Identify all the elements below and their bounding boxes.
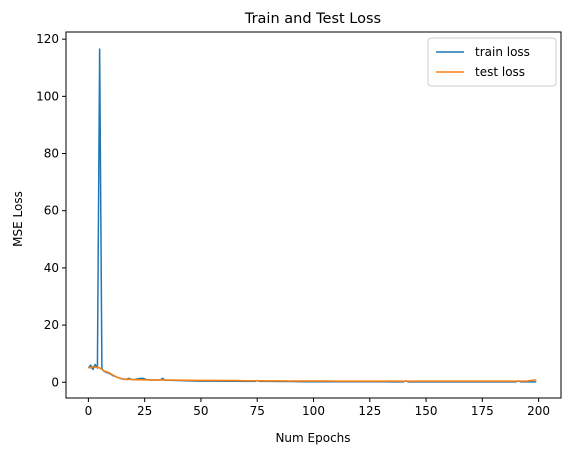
y-tick-label: 80 [44,147,59,161]
axes-frame [65,31,562,399]
x-tick-label: 175 [471,404,494,418]
series-layer [87,48,537,383]
x-tick-label: 100 [302,404,325,418]
y-tick-label: 100 [36,89,59,103]
x-axis-label: Num Epochs [275,431,350,445]
x-tick-label: 0 [85,404,93,418]
x-tick-label: 150 [415,404,438,418]
y-tick-label: 120 [36,32,59,46]
x-tick-label: 25 [137,404,152,418]
x-tick-label: 200 [527,404,550,418]
y-tick-label: 20 [44,318,59,332]
y-tick-label: 60 [44,204,59,218]
legend-label: train loss [475,45,530,59]
y-axis-label: MSE Loss [11,191,25,247]
legend-label: test loss [475,65,525,79]
series-line-test-loss [88,365,537,382]
legend: train loss test loss [427,37,557,87]
legend-box [427,37,557,87]
y-tick-label: 0 [51,375,59,389]
chart-title: Train and Test Loss [244,11,381,27]
x-tick-label: 75 [250,404,265,418]
y-tick-label: 40 [44,261,59,275]
x-tick-label: 50 [193,404,208,418]
axis-ticks: 0 25 50 75 100 125 150 175 200 0 20 40 60 80 100 120 [36,32,550,418]
x-tick-label: 125 [358,404,381,418]
